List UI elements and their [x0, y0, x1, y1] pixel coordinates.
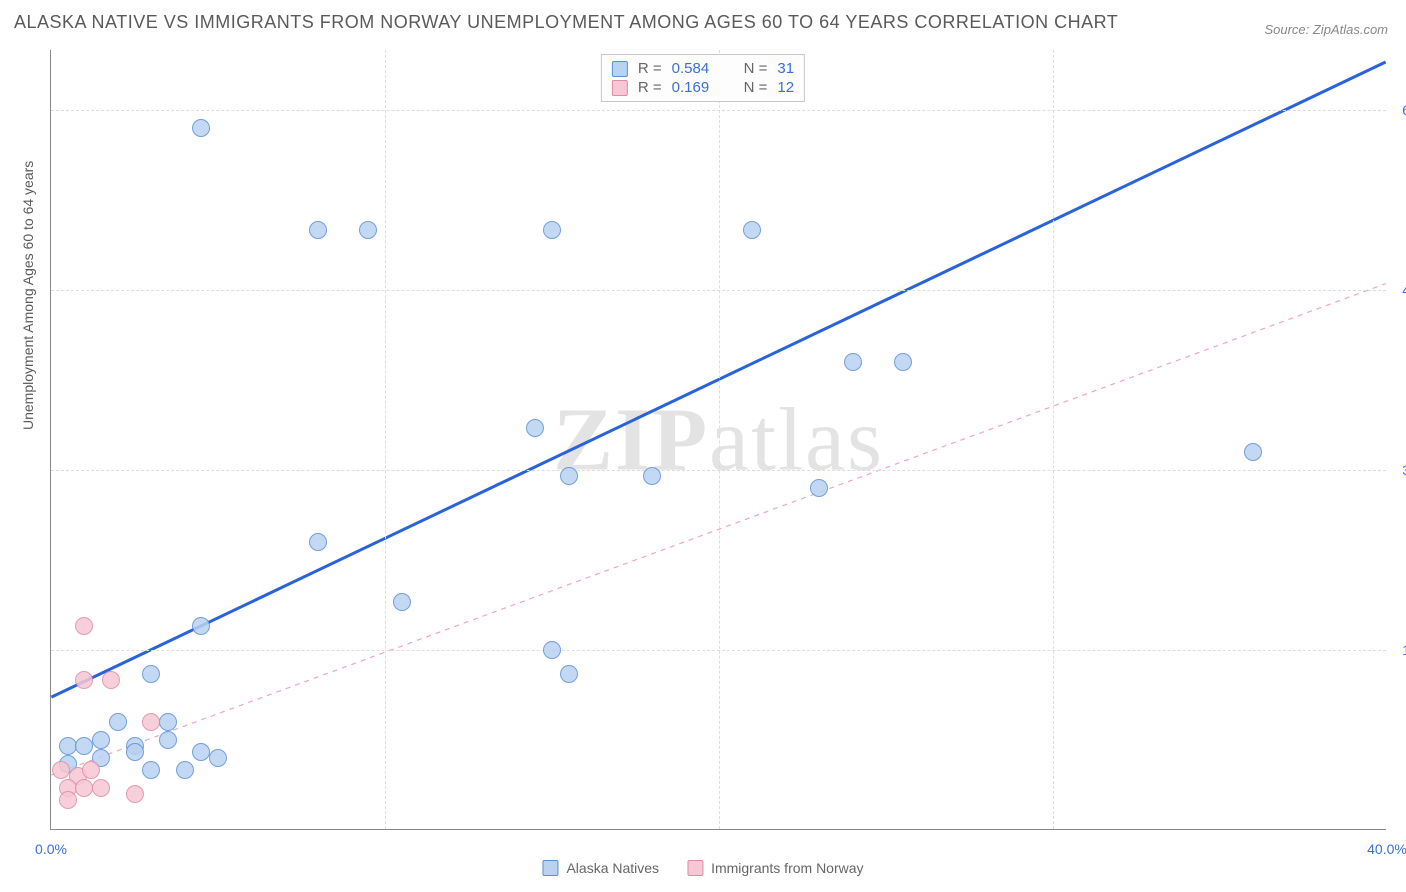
data-point: [526, 419, 544, 437]
data-point: [192, 617, 210, 635]
x-tick-label: 40.0%: [1367, 841, 1406, 857]
y-tick-label: 45.0%: [1402, 282, 1406, 298]
data-point: [59, 737, 77, 755]
r-label: R =: [638, 79, 662, 96]
legend-swatch: [612, 80, 628, 96]
data-point: [743, 221, 761, 239]
legend-label: Alaska Natives: [566, 860, 659, 876]
data-point: [126, 743, 144, 761]
r-value: 0.169: [672, 79, 734, 96]
data-point: [543, 641, 561, 659]
legend-item: Alaska Natives: [542, 860, 659, 876]
data-point: [192, 119, 210, 137]
data-point: [543, 221, 561, 239]
source-attribution: Source: ZipAtlas.com: [1264, 22, 1388, 37]
data-point: [102, 671, 120, 689]
gridline-vertical: [385, 50, 386, 829]
data-point: [159, 731, 177, 749]
legend-swatch: [687, 860, 703, 876]
data-point: [309, 533, 327, 551]
data-point: [844, 353, 862, 371]
data-point: [560, 665, 578, 683]
data-point: [142, 761, 160, 779]
x-tick-label: 0.0%: [35, 841, 67, 857]
r-label: R =: [638, 60, 662, 77]
data-point: [142, 713, 160, 731]
gridline-vertical: [719, 50, 720, 829]
data-point: [643, 467, 661, 485]
data-point: [126, 785, 144, 803]
data-point: [560, 467, 578, 485]
y-tick-label: 15.0%: [1402, 642, 1406, 658]
data-point: [52, 761, 70, 779]
series-legend: Alaska Natives Immigrants from Norway: [542, 860, 863, 876]
data-point: [75, 779, 93, 797]
data-point: [894, 353, 912, 371]
legend-swatch: [542, 860, 558, 876]
data-point: [192, 743, 210, 761]
data-point: [209, 749, 227, 767]
correlation-legend: R = 0.584 N = 31 R = 0.169 N = 12: [601, 54, 805, 102]
data-point: [159, 713, 177, 731]
y-tick-label: 60.0%: [1402, 102, 1406, 118]
n-label: N =: [744, 60, 768, 77]
data-point: [92, 731, 110, 749]
n-value: 12: [777, 79, 794, 96]
data-point: [59, 791, 77, 809]
data-point: [176, 761, 194, 779]
n-label: N =: [744, 79, 768, 96]
data-point: [142, 665, 160, 683]
data-point: [109, 713, 127, 731]
r-value: 0.584: [672, 60, 734, 77]
data-point: [810, 479, 828, 497]
data-point: [92, 779, 110, 797]
data-point: [1244, 443, 1262, 461]
data-point: [393, 593, 411, 611]
y-tick-label: 30.0%: [1402, 462, 1406, 478]
legend-item: Immigrants from Norway: [687, 860, 863, 876]
gridline-vertical: [1053, 50, 1054, 829]
legend-label: Immigrants from Norway: [711, 860, 863, 876]
data-point: [82, 761, 100, 779]
chart-title: ALASKA NATIVE VS IMMIGRANTS FROM NORWAY …: [14, 12, 1118, 33]
data-point: [75, 737, 93, 755]
plot-area: ZIPatlas 15.0%30.0%45.0%60.0%0.0%40.0%: [50, 50, 1386, 830]
legend-row: R = 0.584 N = 31: [612, 59, 794, 78]
data-point: [75, 617, 93, 635]
legend-row: R = 0.169 N = 12: [612, 78, 794, 97]
y-axis-label: Unemployment Among Ages 60 to 64 years: [20, 161, 36, 430]
legend-swatch: [612, 61, 628, 77]
data-point: [359, 221, 377, 239]
data-point: [309, 221, 327, 239]
n-value: 31: [777, 60, 794, 77]
data-point: [75, 671, 93, 689]
chart-container: ALASKA NATIVE VS IMMIGRANTS FROM NORWAY …: [0, 0, 1406, 892]
